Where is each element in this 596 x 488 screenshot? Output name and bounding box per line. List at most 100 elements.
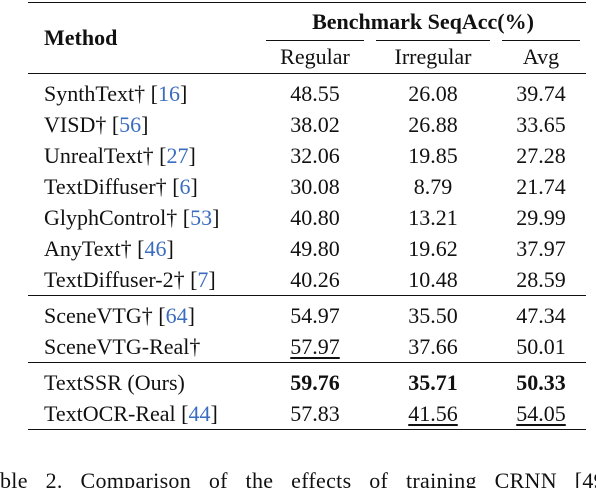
value-cell: 47.34	[496, 296, 586, 331]
value-cell: 35.71	[370, 363, 496, 398]
method-header: Method	[44, 25, 118, 50]
value-cell: 50.01	[496, 331, 586, 363]
value-cell: 54.05	[496, 398, 586, 430]
value-text: 35.50	[408, 302, 458, 328]
bottom-rule	[28, 429, 586, 430]
value-cell: 57.97	[260, 331, 370, 363]
value-text: 48.55	[290, 80, 340, 106]
value-text: 13.21	[408, 204, 458, 230]
table-row: TextSSR (Ours) 59.76 35.71 50.33	[28, 363, 586, 398]
value-text: 59.76	[290, 369, 340, 395]
table-row: AnyText† [46] 49.80 19.62 37.97	[28, 233, 586, 264]
column-header-label: Avg	[522, 44, 560, 69]
table-row: UnrealText† [27] 32.06 19.85 27.28	[28, 140, 586, 171]
value-cell: 40.26	[260, 264, 370, 296]
value-text: 50.33	[516, 369, 566, 395]
method-name: UnrealText†	[44, 142, 154, 168]
method-name: SceneVTG†	[44, 302, 153, 328]
value-cell: 49.80	[260, 233, 370, 264]
value-cell: 13.21	[370, 202, 496, 233]
citation-link[interactable]: 53	[190, 204, 213, 230]
method-cell: SceneVTG† [64]	[44, 302, 195, 328]
value-cell: 37.66	[370, 331, 496, 363]
value-text: 21.74	[516, 173, 566, 199]
method-cell: TextSSR (Ours)	[28, 363, 260, 398]
citation-link[interactable]: 6	[179, 173, 191, 199]
value-cell: 59.76	[260, 363, 370, 398]
group-underline	[376, 40, 490, 41]
value-text: 57.97	[290, 333, 340, 359]
value-text: 49.80	[290, 235, 340, 261]
value-text: 29.99	[516, 204, 566, 230]
citation-link[interactable]: 27	[166, 142, 189, 168]
value-cell: 54.97	[260, 296, 370, 331]
citation-link[interactable]: 44	[188, 400, 211, 426]
method-cell: AnyText† [46]	[44, 235, 174, 261]
value-text: 35.71	[408, 369, 458, 395]
method-name: TextSSR (Ours)	[44, 369, 185, 395]
value-text: 27.28	[516, 142, 566, 168]
method-cell: GlyphControl† [53]	[44, 204, 220, 230]
value-text: 41.56	[408, 400, 458, 426]
value-text: 54.05	[516, 400, 566, 426]
group-underline	[502, 40, 580, 41]
value-text: 47.34	[516, 302, 566, 328]
table-row: SceneVTG† [64] 54.97 35.50 47.34	[28, 296, 586, 331]
citation-link[interactable]: 46	[144, 235, 167, 261]
value-cell: 29.99	[496, 202, 586, 233]
section-rule	[28, 73, 586, 74]
results-table: Method Benchmark SeqAcc(%) Regular Irreg…	[28, 2, 586, 430]
method-name: SceneVTG-Real†	[44, 333, 201, 359]
value-cell: 19.62	[370, 233, 496, 264]
value-cell: 41.56	[370, 398, 496, 430]
value-text: 19.62	[408, 235, 458, 261]
table-row: TextDiffuser-2† [7] 40.26 10.48 28.59	[28, 264, 586, 296]
value-cell: 28.59	[496, 264, 586, 296]
section-rule	[28, 295, 586, 296]
value-text: 54.97	[290, 302, 340, 328]
value-cell: 38.02	[260, 109, 370, 140]
citation-link[interactable]: 16	[157, 80, 180, 106]
value-text: 39.74	[516, 80, 566, 106]
value-text: 40.26	[290, 266, 340, 292]
method-name: SynthText†	[44, 80, 146, 106]
top-rule	[28, 2, 586, 3]
method-cell: TextDiffuser† [6]	[44, 173, 198, 199]
value-text: 8.79	[413, 173, 453, 199]
column-header-avg: Avg	[496, 40, 586, 74]
value-cell: 30.08	[260, 171, 370, 202]
value-cell: 8.79	[370, 171, 496, 202]
method-name: GlyphControl†	[44, 204, 178, 230]
column-header-label: Irregular	[394, 44, 472, 69]
value-cell: 33.65	[496, 109, 586, 140]
value-cell: 26.08	[370, 74, 496, 109]
value-cell: 32.06	[260, 140, 370, 171]
value-cell: 48.55	[260, 74, 370, 109]
method-cell: VISD† [56]	[44, 111, 149, 137]
method-cell: UnrealText† [27]	[44, 142, 196, 168]
method-name: TextDiffuser†	[44, 173, 167, 199]
value-cell: 37.97	[496, 233, 586, 264]
column-header-irregular: Irregular	[370, 40, 496, 74]
column-header-label: Regular	[280, 44, 350, 69]
benchmark-group-header: Benchmark SeqAcc(%)	[312, 9, 534, 34]
value-text: 37.97	[516, 235, 566, 261]
table-caption: ble 2. Comparison of the effects of trai…	[0, 448, 596, 488]
citation-link[interactable]: 64	[165, 302, 188, 328]
value-text: 10.48	[408, 266, 458, 292]
citation-link[interactable]: 7	[197, 266, 209, 292]
value-text: 50.01	[516, 333, 566, 359]
value-text: 38.02	[290, 111, 340, 137]
method-cell: SynthText† [16]	[44, 80, 188, 106]
value-text: 28.59	[516, 266, 566, 292]
value-text: 57.83	[290, 400, 340, 426]
method-name: VISD†	[44, 111, 107, 137]
value-text: 37.66	[408, 333, 458, 359]
value-cell: 39.74	[496, 74, 586, 109]
table-row: GlyphControl† [53] 40.80 13.21 29.99	[28, 202, 586, 233]
table-row: VISD† [56] 38.02 26.88 33.65	[28, 109, 586, 140]
value-text: 33.65	[516, 111, 566, 137]
method-cell: TextOCR-Real [44]	[44, 400, 218, 426]
citation-link[interactable]: 56	[119, 111, 142, 137]
